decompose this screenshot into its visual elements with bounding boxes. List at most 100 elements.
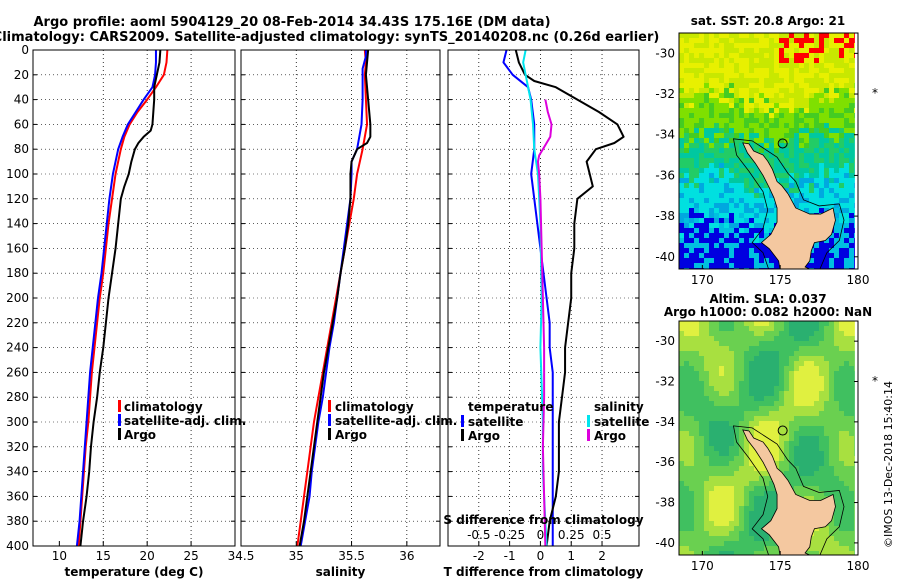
map-cell: [769, 58, 775, 64]
map-cell: [819, 476, 825, 482]
map-cell: [834, 356, 840, 362]
map-cell: [729, 208, 735, 214]
map-cell: [684, 426, 690, 432]
map-cell: [849, 53, 855, 59]
map-cell: [714, 123, 720, 129]
map-cell: [764, 68, 770, 74]
map-cell: [684, 233, 690, 239]
map-cell: [714, 531, 720, 537]
sst-map-title: sat. SST: 20.8 Argo: 21: [691, 14, 845, 28]
map-cell: [694, 536, 700, 542]
map-cell: [724, 446, 730, 452]
map-cell: [744, 178, 750, 184]
map-cell: [704, 228, 710, 234]
map-cell: [799, 163, 805, 169]
map-cell: [739, 198, 745, 204]
map-cell: [799, 486, 805, 492]
map-cell: [679, 228, 685, 234]
map-cell: [764, 496, 770, 502]
map-cell: [759, 63, 765, 69]
map-cell: [759, 138, 765, 144]
map-cell: [794, 123, 800, 129]
map-cell: [839, 83, 845, 89]
map-cell: [699, 263, 705, 269]
map-cell: [759, 511, 765, 517]
map-cell: [759, 108, 765, 114]
map-cell: [694, 108, 700, 114]
map-cell: [679, 178, 685, 184]
map-cell: [729, 421, 735, 427]
map-cell: [704, 426, 710, 432]
map-cell: [839, 506, 845, 512]
map-cell: [699, 83, 705, 89]
map-cell: [809, 421, 815, 427]
y-tick-label: 380: [6, 514, 29, 528]
map-cell: [839, 486, 845, 492]
map-cell: [719, 118, 725, 124]
map-cell: [839, 426, 845, 432]
map-cell: [704, 108, 710, 114]
map-cell: [714, 63, 720, 69]
map-cell: [809, 98, 815, 104]
map-cell: [829, 351, 835, 357]
map-cell: [689, 436, 695, 442]
map-cell: [749, 516, 755, 522]
map-cell: [809, 178, 815, 184]
map-cell: [814, 208, 820, 214]
map-cell: [809, 193, 815, 199]
map-cell: [829, 476, 835, 482]
map-cell: [759, 73, 765, 79]
map-cell: [679, 248, 685, 254]
map-cell: [769, 346, 775, 352]
map-cell: [829, 153, 835, 159]
map-cell: [709, 516, 715, 522]
map-cell: [779, 153, 785, 159]
map-cell: [689, 73, 695, 79]
map-cell: [769, 108, 775, 114]
map-cell: [714, 238, 720, 244]
map-cell: [734, 258, 740, 264]
map-cell: [719, 446, 725, 452]
map-cell: [719, 183, 725, 189]
map-cell: [834, 248, 840, 254]
map-cell: [729, 471, 735, 477]
map-cell: [689, 546, 695, 552]
map-cell: [739, 253, 745, 259]
y-tick-label: 140: [6, 217, 29, 231]
map-cell: [809, 466, 815, 472]
map-cell: [684, 386, 690, 392]
map-cell: [704, 218, 710, 224]
map-cell: [684, 193, 690, 199]
map-cell: [764, 341, 770, 347]
map-cell: [804, 153, 810, 159]
map-cell: [814, 203, 820, 209]
map-cell: [804, 446, 810, 452]
map-cell: [689, 531, 695, 537]
map-cell: [819, 148, 825, 154]
map-field: [679, 33, 858, 269]
map-cell: [849, 496, 855, 502]
map-cell: [849, 366, 855, 372]
map-cell: [839, 158, 845, 164]
map-cell: [794, 203, 800, 209]
map-cell: [694, 481, 700, 487]
legend-swatch-satellite: [328, 414, 331, 426]
map-cell: [699, 68, 705, 74]
map-cell: [729, 233, 735, 239]
map-cell: [744, 346, 750, 352]
map-cell: [809, 371, 815, 377]
map-cell: [759, 541, 765, 547]
map-cell: [779, 123, 785, 129]
map-cell: [764, 346, 770, 352]
map-cell: [799, 361, 805, 367]
map-cell: [689, 516, 695, 522]
map-cell: [709, 456, 715, 462]
map-cell: [829, 178, 835, 184]
map-cell: [689, 98, 695, 104]
map-cell: [829, 471, 835, 477]
map-cell: [844, 128, 850, 134]
map-cell: [839, 331, 845, 337]
map-cell: [774, 128, 780, 134]
map-cell: [694, 466, 700, 472]
map-cell: [694, 218, 700, 224]
